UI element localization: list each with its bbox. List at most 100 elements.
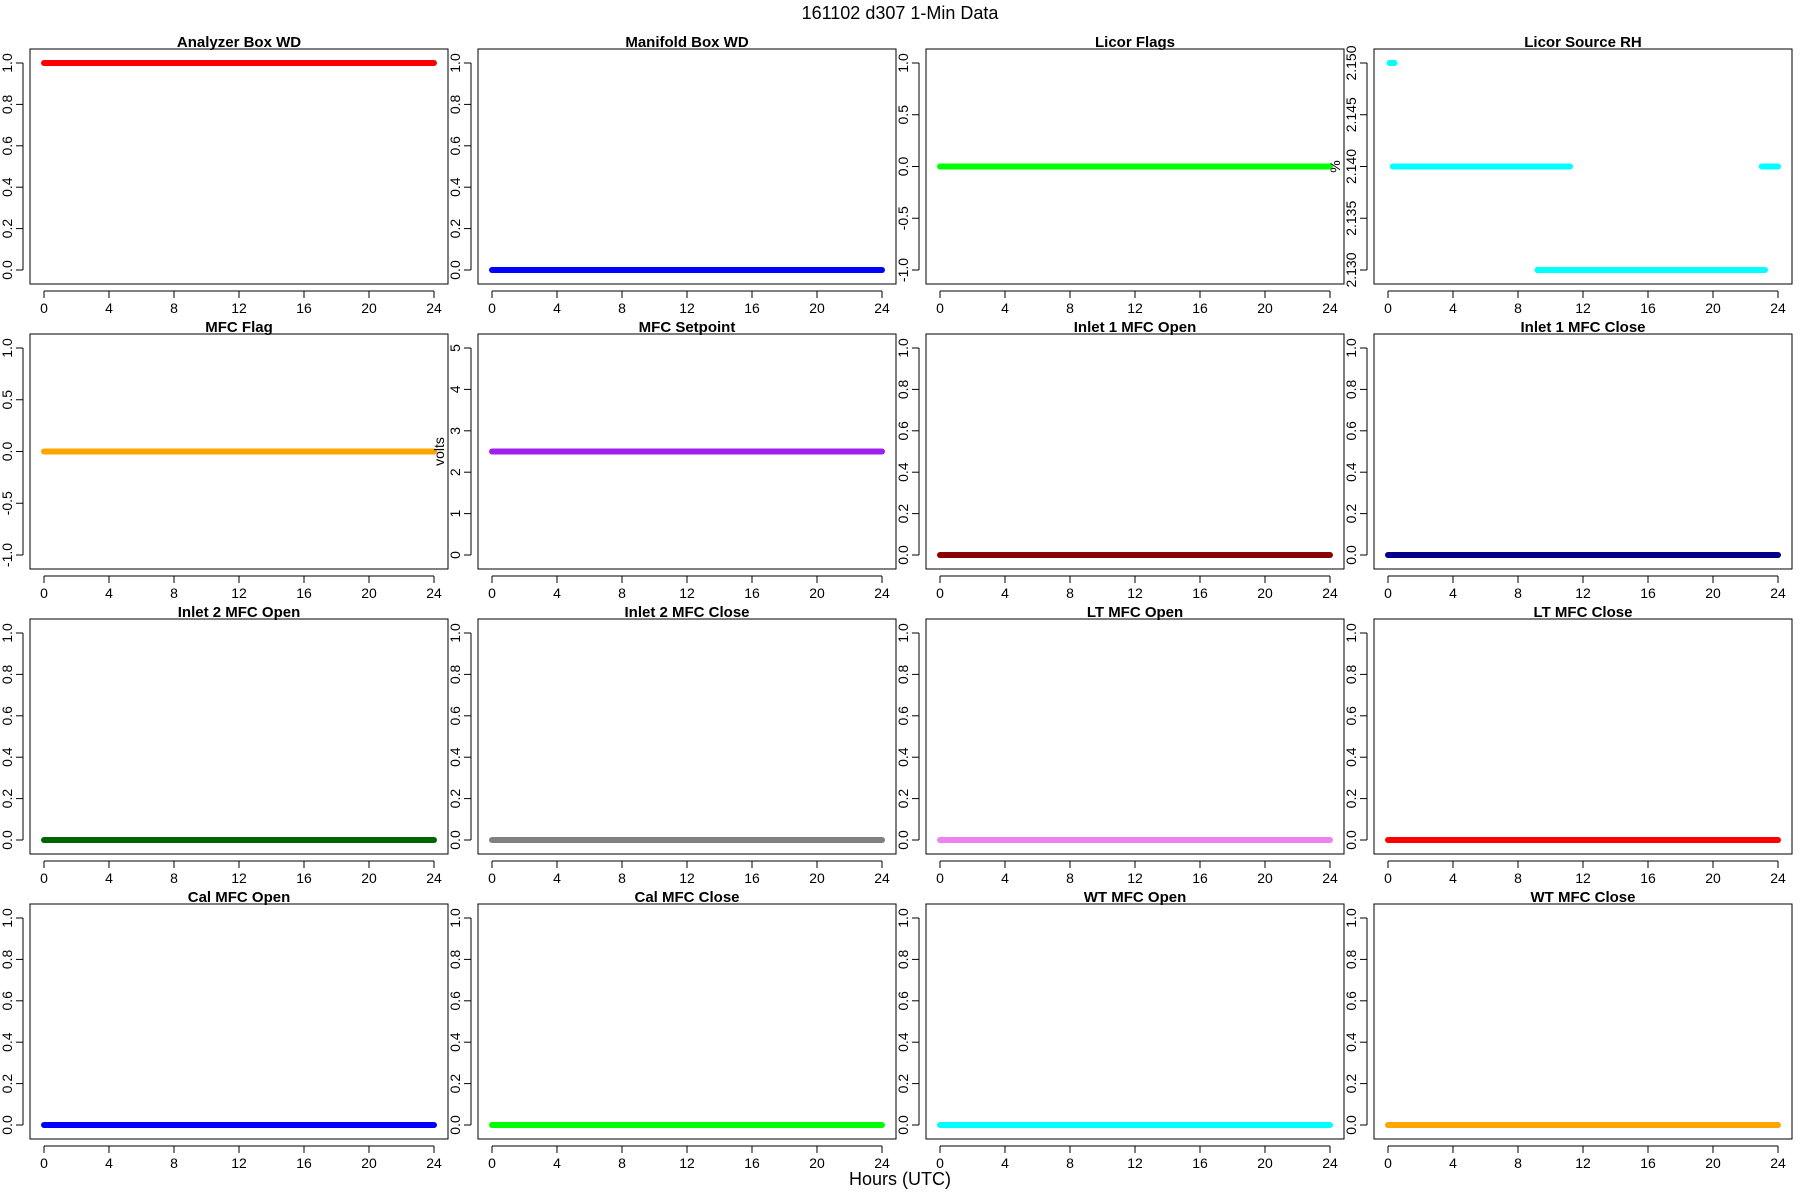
- x-tick-label: 20: [809, 1155, 825, 1171]
- x-tick-label: 12: [1575, 585, 1591, 601]
- x-tick-label: 12: [1127, 870, 1143, 886]
- x-tick-label: 20: [1705, 870, 1721, 886]
- y-tick-label: 1.0: [895, 623, 911, 643]
- y-tick-label: 0.6: [1343, 421, 1359, 441]
- panel-title: WT MFC Close: [1531, 889, 1636, 906]
- y-tick-label: 0.5: [895, 105, 911, 125]
- y-tick-label: 0.8: [1343, 949, 1359, 969]
- x-tick-label: 16: [1640, 870, 1656, 886]
- x-tick-label: 20: [809, 870, 825, 886]
- y-tick-label: 0.2: [0, 789, 15, 809]
- chart-panel: Inlet 1 MFC Open 0 4 8 12 16 20 24 0.0 0.2 0.4 0.6 0…: [895, 319, 1345, 601]
- x-tick-label: 12: [679, 585, 695, 601]
- y-tick-label: 2: [447, 468, 463, 476]
- y-tick-label: 0.0: [447, 830, 463, 850]
- x-tick-label: 0: [1384, 1155, 1392, 1171]
- x-tick-label: 4: [1449, 870, 1457, 886]
- x-tick-label: 4: [553, 585, 561, 601]
- y-tick-label: 1.0: [1343, 623, 1359, 643]
- x-tick-label: 0: [936, 585, 944, 601]
- y-tick-label: 0.4: [895, 462, 911, 482]
- x-tick-label: 12: [231, 585, 247, 601]
- y-tick-label: 1.0: [447, 908, 463, 928]
- x-tick-label: 16: [1192, 1155, 1208, 1171]
- chart-panel: MFC Flag 0 4 8 12 16 20 24 -1.0 -0.5 0.0 0.5 1.0: [0, 319, 449, 601]
- y-tick-label: 0.0: [0, 442, 15, 462]
- x-tick-label: 0: [40, 1155, 48, 1171]
- y-tick-label: 4: [447, 385, 463, 393]
- x-tick-label: 8: [618, 870, 626, 886]
- x-tick-label: 24: [1322, 300, 1338, 316]
- x-tick-label: 12: [1127, 1155, 1143, 1171]
- y-tick-label: 0.6: [447, 136, 463, 156]
- y-tick-label: 2.145: [1343, 97, 1359, 132]
- x-tick-label: 20: [809, 300, 825, 316]
- x-tick-label: 8: [1514, 1155, 1522, 1171]
- y-tick-label: 0.0: [895, 1115, 911, 1135]
- x-tick-label: 24: [426, 870, 442, 886]
- y-tick-label: 0.6: [447, 706, 463, 726]
- chart-panel: Analyzer Box WD 0 4 8 12 16 20 24 0.0 0.2 0.4 0.6 0.…: [0, 34, 449, 316]
- x-tick-label: 8: [618, 300, 626, 316]
- y-tick-label: 0.0: [0, 260, 15, 280]
- y-tick-label: 0.0: [447, 1115, 463, 1135]
- x-tick-label: 16: [296, 585, 312, 601]
- y-tick-label: 0.8: [1343, 664, 1359, 684]
- y-tick-label: 0.6: [895, 421, 911, 441]
- x-tick-label: 16: [1192, 300, 1208, 316]
- panel-title: MFC Setpoint: [639, 319, 736, 336]
- y-tick-label: 1.0: [0, 338, 15, 358]
- x-tick-label: 20: [1705, 300, 1721, 316]
- chart-panel: Cal MFC Open 0 4 8 12 16 20 24 0.0 0.2 0.4 0.6 0.8 1.…: [0, 889, 449, 1171]
- panel-title: MFC Flag: [205, 319, 273, 336]
- x-tick-label: 8: [170, 585, 178, 601]
- y-tick-label: 0.6: [447, 991, 463, 1011]
- plot-frame: [477, 48, 897, 285]
- y-tick-label: 0.0: [0, 1115, 15, 1135]
- x-tick-label: 4: [553, 300, 561, 316]
- x-tick-label: 20: [361, 870, 377, 886]
- x-tick-label: 8: [1514, 870, 1522, 886]
- x-tick-label: 8: [170, 870, 178, 886]
- chart-panel: WT MFC Close 0 4 8 12 16 20 24 0.0 0.2 0.4 0.6 0.8 1.…: [1343, 889, 1793, 1171]
- panel-title: LT MFC Open: [1087, 604, 1183, 621]
- x-tick-label: 20: [809, 585, 825, 601]
- y-tick-label: 5: [447, 344, 463, 352]
- y-tick-label: 2.150: [1343, 45, 1359, 80]
- x-tick-label: 24: [874, 585, 890, 601]
- x-tick-label: 4: [1001, 870, 1009, 886]
- x-tick-label: 20: [361, 1155, 377, 1171]
- y-tick-label: 0.2: [0, 1074, 15, 1094]
- y-tick-label: 0.4: [895, 747, 911, 767]
- x-tick-label: 24: [426, 585, 442, 601]
- x-tick-label: 24: [1322, 870, 1338, 886]
- y-tick-label: -1.0: [0, 543, 15, 567]
- panel-title: LT MFC Close: [1534, 604, 1633, 621]
- x-tick-label: 12: [1575, 870, 1591, 886]
- chart-panel: Cal MFC Close 0 4 8 12 16 20 24 0.0 0.2 0.4 0.6 0.8 1…: [447, 889, 897, 1171]
- plot-frame: [1373, 48, 1793, 285]
- y-tick-label: 0.2: [1343, 504, 1359, 524]
- y-tick-label: 1.0: [0, 53, 15, 73]
- y-tick-label: 1.0: [895, 53, 911, 73]
- y-tick-label: 0.2: [895, 504, 911, 524]
- plot-frame: [925, 903, 1345, 1140]
- x-tick-label: 4: [1001, 300, 1009, 316]
- y-tick-label: 0.2: [895, 789, 911, 809]
- plot-frame: [29, 333, 449, 570]
- x-tick-label: 16: [744, 585, 760, 601]
- chart-panel: WT MFC Open 0 4 8 12 16 20 24 0.0 0.2 0.4 0.6 0.8 1.0: [895, 889, 1345, 1171]
- x-tick-label: 16: [1640, 300, 1656, 316]
- x-tick-label: 4: [1449, 300, 1457, 316]
- y-tick-label: 3: [447, 427, 463, 435]
- y-tick-label: 1.0: [1343, 338, 1359, 358]
- plot-frame: [29, 48, 449, 285]
- y-tick-label: 0.4: [895, 1032, 911, 1052]
- y-tick-label: 1.0: [0, 908, 15, 928]
- x-tick-label: 12: [1575, 1155, 1591, 1171]
- y-tick-label: 0.6: [0, 706, 15, 726]
- x-tick-label: 24: [874, 870, 890, 886]
- y-tick-label: 2.130: [1343, 252, 1359, 287]
- x-tick-label: 16: [296, 870, 312, 886]
